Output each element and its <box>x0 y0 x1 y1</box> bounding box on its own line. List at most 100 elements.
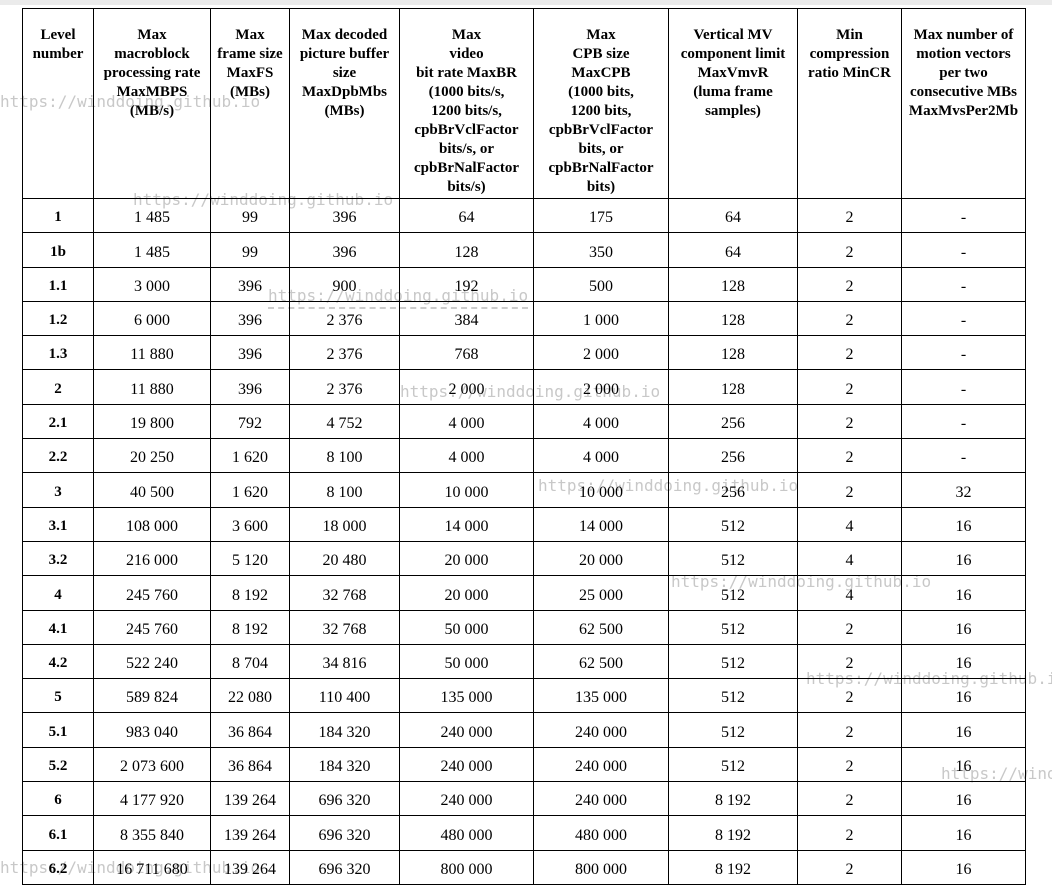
cell-value: 8 192 <box>668 815 798 851</box>
cell-value: 20 000 <box>399 540 534 577</box>
cell-value: 240 000 <box>533 712 669 748</box>
table-row: 4 245 760 8 192 32 768 20 000 25 000 512 4 16 <box>22 575 1026 611</box>
cell-value: 184 320 <box>289 712 400 748</box>
cell-value: 128 <box>668 369 798 405</box>
cell-value: 1 620 <box>210 472 290 508</box>
cell-level: 1.1 <box>22 266 94 302</box>
column-header-max-vmvr: Vertical MV component limit MaxVmvR (lum… <box>668 8 798 199</box>
cell-value: 1 485 <box>93 197 211 234</box>
header-row: Level number Max macroblock processing r… <box>22 8 1026 199</box>
cell-value: 18 000 <box>289 506 400 542</box>
cell-value: 350 <box>533 232 669 268</box>
cell-value: 64 <box>668 197 798 234</box>
cell-level: 3.2 <box>22 540 94 577</box>
column-header-level-number: Level number <box>22 8 94 199</box>
cell-value: 2 <box>797 712 902 748</box>
table-row: 3 40 500 1 620 8 100 10 000 10 000 256 2 32 <box>22 472 1026 508</box>
cell-value: 696 320 <box>289 815 400 851</box>
cell-value: 8 192 <box>210 609 290 645</box>
cell-level: 5.1 <box>22 712 94 748</box>
cell-value: 1 485 <box>93 232 211 268</box>
cell-value: - <box>901 266 1026 302</box>
cell-value: 4 000 <box>533 438 669 474</box>
cell-value: 2 <box>797 746 902 783</box>
cell-value: 139 264 <box>210 781 290 817</box>
cell-value: 2 <box>797 266 902 302</box>
cell-value: - <box>901 197 1026 234</box>
column-header-max-dpb-mbs: Max decoded picture buffer size MaxDpbMb… <box>289 8 400 199</box>
cell-value: 512 <box>668 678 798 714</box>
cell-value: 1 000 <box>533 300 669 337</box>
cell-value: 245 760 <box>93 575 211 611</box>
cell-value: 135 000 <box>399 678 534 714</box>
cell-value: 240 000 <box>399 781 534 817</box>
cell-value: 8 192 <box>210 575 290 611</box>
cell-value: 2 <box>797 781 902 817</box>
cell-level: 5 <box>22 678 94 714</box>
cell-value: - <box>901 438 1026 474</box>
cell-value: 175 <box>533 197 669 234</box>
cell-value: 20 000 <box>399 575 534 611</box>
cell-value: 245 760 <box>93 609 211 645</box>
cell-level: 4.1 <box>22 609 94 645</box>
table-row: 1b 1 485 99 396 128 350 64 2- <box>22 232 1026 268</box>
cell-value: 3 600 <box>210 506 290 542</box>
cell-value: 32 768 <box>289 575 400 611</box>
cell-value: 20 480 <box>289 540 400 577</box>
cell-value: 696 320 <box>289 781 400 817</box>
table-row: 5.2 2 073 600 36 864 184 320 240 000 240 000 5… <box>22 746 1026 783</box>
cell-value: 20 250 <box>93 438 211 474</box>
cell-value: 16 <box>901 781 1026 817</box>
cell-value: 16 <box>901 575 1026 611</box>
cell-value: 50 000 <box>399 609 534 645</box>
cell-value: 22 080 <box>210 678 290 714</box>
top-strip <box>0 0 1052 5</box>
cell-level: 6.2 <box>22 849 94 885</box>
cell-value: 480 000 <box>399 815 534 851</box>
cell-value: 396 <box>210 369 290 405</box>
cell-value: 4 <box>797 506 902 542</box>
table-row: 1.1 3 000 396 900 192 500 128 2- <box>22 266 1026 302</box>
table-row: 4.2 522 240 8 704 34 816 50 000 62 500 512 2 16 <box>22 643 1026 680</box>
levels-table: Level number Max macroblock processing r… <box>22 8 1026 885</box>
cell-level: 1 <box>22 197 94 234</box>
column-header-min-cr: Min compression ratio MinCR <box>797 8 902 199</box>
cell-value: 16 <box>901 815 1026 851</box>
cell-value: 99 <box>210 232 290 268</box>
cell-value: 4 000 <box>399 438 534 474</box>
cell-value: 64 <box>668 232 798 268</box>
cell-value: 4 752 <box>289 403 400 440</box>
column-header-max-br: Max video bit rate MaxBR (1000 bits/s, 1… <box>399 8 534 199</box>
cell-value: 396 <box>210 300 290 337</box>
cell-value: 16 <box>901 678 1026 714</box>
table-row: 2.2 20 250 1 620 8 100 4 000 4 000 256 2- <box>22 438 1026 474</box>
cell-value: 2 <box>797 438 902 474</box>
cell-value: 11 880 <box>93 369 211 405</box>
cell-value: 135 000 <box>533 678 669 714</box>
cell-value: 4 000 <box>399 403 534 440</box>
cell-value: 2 <box>797 403 902 440</box>
cell-value: 8 100 <box>289 472 400 508</box>
cell-value: 589 824 <box>93 678 211 714</box>
cell-value: 40 500 <box>93 472 211 508</box>
cell-value: 512 <box>668 575 798 611</box>
cell-value: 512 <box>668 712 798 748</box>
cell-value: 8 192 <box>668 849 798 885</box>
table-row: 1.3 11 880 396 2 376 768 2 000 128 2- <box>22 335 1026 371</box>
cell-level: 1b <box>22 232 94 268</box>
cell-value: 16 <box>901 746 1026 783</box>
cell-value: 16 <box>901 540 1026 577</box>
cell-level: 4.2 <box>22 643 94 680</box>
cell-value: 512 <box>668 540 798 577</box>
cell-value: 240 000 <box>399 746 534 783</box>
cell-value: 512 <box>668 643 798 680</box>
table-row: 6.1 8 355 840 139 264 696 320 480 000 480 000… <box>22 815 1026 851</box>
cell-value: 2 000 <box>533 335 669 371</box>
cell-value: 696 320 <box>289 849 400 885</box>
cell-value: 108 000 <box>93 506 211 542</box>
column-header-max-cpb: Max CPB size MaxCPB (1000 bits, 1200 bit… <box>533 8 669 199</box>
table-row: 4.1 245 760 8 192 32 768 50 000 62 500 512 2 16 <box>22 609 1026 645</box>
cell-value: - <box>901 300 1026 337</box>
cell-value: 6 000 <box>93 300 211 337</box>
